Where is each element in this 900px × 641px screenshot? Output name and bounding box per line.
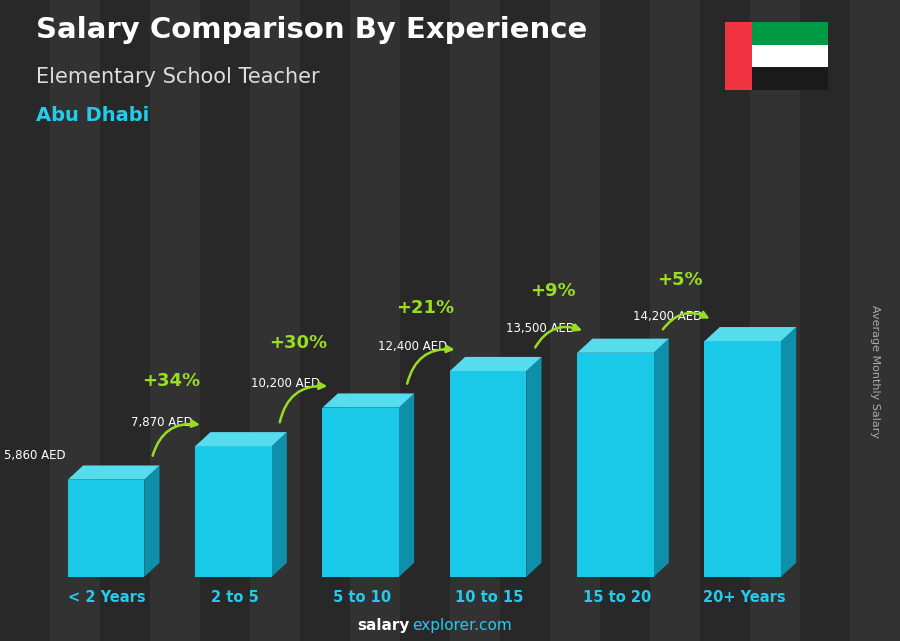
- Bar: [500, 0, 550, 641]
- Bar: [100, 0, 150, 641]
- Polygon shape: [68, 465, 159, 479]
- Polygon shape: [705, 341, 781, 577]
- Text: 15 to 20: 15 to 20: [582, 590, 651, 605]
- Polygon shape: [322, 394, 414, 408]
- Polygon shape: [195, 446, 272, 577]
- Bar: [600, 0, 650, 641]
- Text: 20+ Years: 20+ Years: [703, 590, 786, 605]
- Polygon shape: [399, 394, 414, 577]
- Bar: [200, 0, 250, 641]
- Bar: [724, 22, 752, 90]
- Text: 10 to 15: 10 to 15: [455, 590, 524, 605]
- Polygon shape: [195, 432, 287, 446]
- FancyArrowPatch shape: [662, 312, 707, 329]
- Text: < 2 Years: < 2 Years: [68, 590, 146, 605]
- Text: explorer.com: explorer.com: [412, 619, 512, 633]
- Bar: [700, 0, 750, 641]
- Text: 5 to 10: 5 to 10: [333, 590, 391, 605]
- Polygon shape: [450, 357, 542, 371]
- Bar: [752, 45, 828, 67]
- Polygon shape: [144, 465, 159, 577]
- Bar: [400, 0, 450, 641]
- Polygon shape: [68, 479, 144, 577]
- Text: salary: salary: [357, 619, 410, 633]
- Text: 7,870 AED: 7,870 AED: [130, 415, 193, 429]
- Text: 10,200 AED: 10,200 AED: [251, 377, 320, 390]
- Text: 12,400 AED: 12,400 AED: [378, 340, 447, 353]
- Bar: [150, 0, 200, 641]
- Text: 5,860 AED: 5,860 AED: [4, 449, 66, 462]
- Polygon shape: [653, 338, 669, 577]
- Text: +5%: +5%: [658, 271, 703, 289]
- Bar: [752, 22, 828, 45]
- Text: Average Monthly Salary: Average Monthly Salary: [869, 305, 880, 438]
- Text: +21%: +21%: [397, 299, 454, 317]
- Text: +34%: +34%: [142, 372, 200, 390]
- Text: Elementary School Teacher: Elementary School Teacher: [36, 67, 320, 87]
- Bar: [50, 0, 100, 641]
- Bar: [450, 0, 500, 641]
- Bar: [350, 0, 400, 641]
- FancyArrowPatch shape: [536, 325, 580, 347]
- Text: +30%: +30%: [269, 334, 328, 352]
- Text: 14,200 AED: 14,200 AED: [633, 310, 702, 324]
- Text: Salary Comparison By Experience: Salary Comparison By Experience: [36, 16, 587, 44]
- Bar: [750, 0, 800, 641]
- FancyArrowPatch shape: [280, 383, 325, 422]
- Bar: [0, 0, 50, 641]
- Polygon shape: [705, 327, 796, 341]
- Text: Abu Dhabi: Abu Dhabi: [36, 106, 149, 125]
- Text: 13,500 AED: 13,500 AED: [506, 322, 574, 335]
- Polygon shape: [577, 353, 653, 577]
- Bar: [752, 67, 828, 90]
- Polygon shape: [577, 338, 669, 353]
- Polygon shape: [781, 327, 797, 577]
- Bar: [300, 0, 350, 641]
- Bar: [550, 0, 600, 641]
- Polygon shape: [526, 357, 542, 577]
- Polygon shape: [322, 408, 399, 577]
- Bar: [650, 0, 700, 641]
- FancyArrowPatch shape: [153, 420, 197, 456]
- Text: 2 to 5: 2 to 5: [211, 590, 258, 605]
- FancyArrowPatch shape: [407, 346, 452, 384]
- Polygon shape: [272, 432, 287, 577]
- Polygon shape: [450, 371, 526, 577]
- Bar: [250, 0, 300, 641]
- Text: +9%: +9%: [530, 282, 576, 300]
- Bar: [800, 0, 850, 641]
- Bar: [850, 0, 900, 641]
